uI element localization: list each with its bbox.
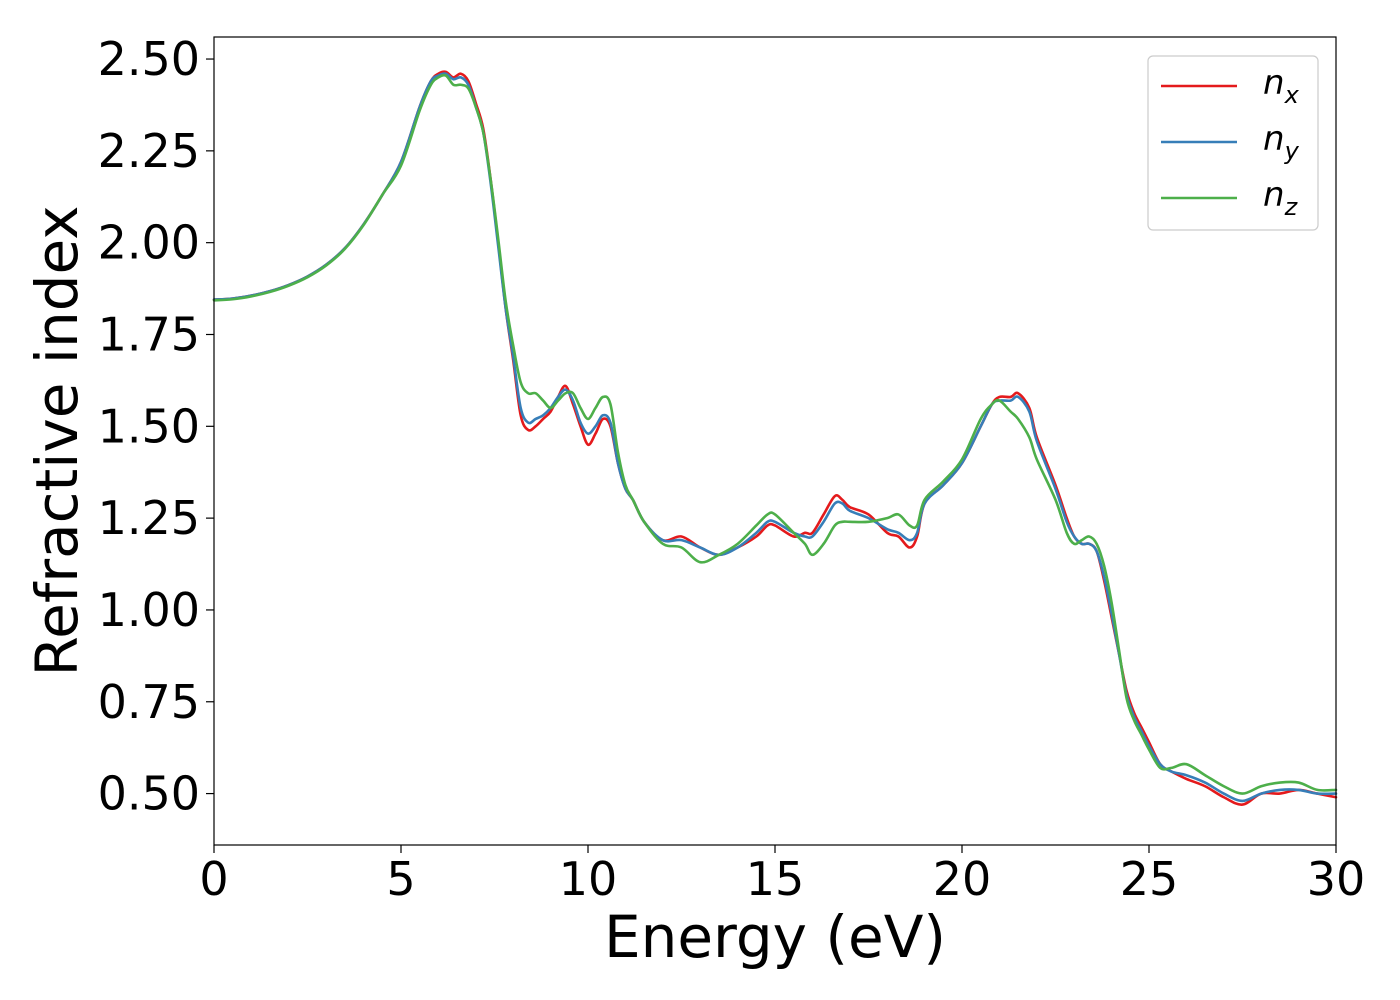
y-tick-label: 1.25 bbox=[98, 491, 200, 545]
y-tick-label: 2.50 bbox=[98, 32, 200, 86]
series-line-ny bbox=[212, 72, 1338, 803]
y-axis: 0.50 0.75 1.00 1.25 1.50 1.75 2.00 2.25 2.50 bbox=[98, 32, 214, 821]
x-tick-label: 20 bbox=[933, 852, 992, 906]
y-tick-label: 1.75 bbox=[98, 307, 200, 361]
y-tick-label: 1.00 bbox=[98, 583, 200, 637]
y-tick-label: 0.50 bbox=[98, 767, 200, 821]
x-tick-label: 10 bbox=[559, 852, 618, 906]
x-tick-label: 5 bbox=[386, 852, 415, 906]
x-tick-label: 25 bbox=[1120, 852, 1179, 906]
x-axis: 0 5 10 15 20 25 30 bbox=[199, 845, 1365, 906]
y-tick-label: 0.75 bbox=[98, 675, 200, 729]
series-layer bbox=[212, 70, 1338, 806]
x-axis-title: Energy (eV) bbox=[604, 903, 946, 971]
y-tick-label: 1.50 bbox=[98, 399, 200, 453]
y-tick-label: 2.00 bbox=[98, 216, 200, 270]
y-axis-title: Refractive index bbox=[23, 205, 91, 676]
x-tick-label: 30 bbox=[1307, 852, 1366, 906]
series-line-nz bbox=[212, 73, 1338, 795]
x-tick-label: 0 bbox=[199, 852, 228, 906]
x-tick-label: 15 bbox=[746, 852, 805, 906]
y-tick-label: 2.25 bbox=[98, 124, 200, 178]
